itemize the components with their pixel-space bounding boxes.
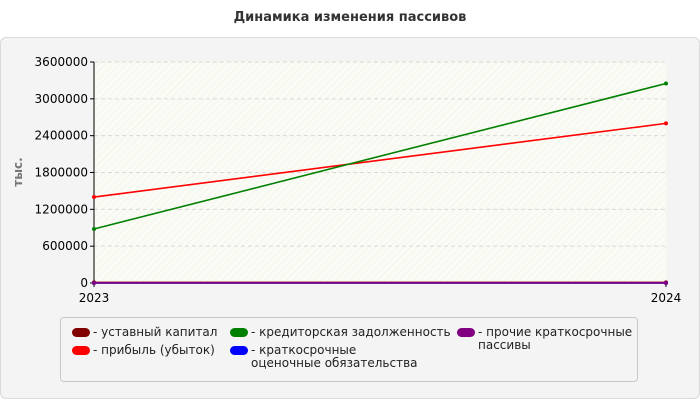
series-line-1 [93,122,667,198]
y-tick-label: 3600000 [35,55,88,69]
x-tick-label: 2023 [79,291,110,305]
series-point-4 [664,281,668,285]
chart-title: Динамика изменения пассивов [233,10,467,25]
legend-label-other-liabilities: - прочие краткосрочные пассивы [478,325,633,352]
legend-swatch-profit [72,346,90,355]
chart-legend: - уставный капитал - прибыль (убыток) - … [60,317,638,382]
series-point-1 [664,121,668,126]
series-point-2 [92,226,96,231]
legend-label-charter-capital: - уставный капитал [93,325,218,339]
legend-label-profit: - прибыль (убыток) [93,343,215,357]
series-point-1 [92,195,96,200]
series-point-4 [92,281,96,285]
legend-label-estimated-liabilities: - краткосрочные оценочные обязательства [251,343,418,370]
y-tick-label: 1200000 [35,202,88,216]
legend-swatch-estimated-liabilities [230,346,248,355]
y-tick-label: 2400000 [35,129,88,143]
legend-label-accounts-payable: - кредиторская задолженность [251,325,451,339]
x-tick-label: 2024 [651,291,682,305]
y-axis-label: тыс. [11,157,25,186]
series-line-2 [93,82,667,230]
legend-swatch-other-liabilities [457,328,475,337]
y-tick-label: 1800000 [35,166,88,180]
y-tick-label: 0 [80,276,88,290]
y-tick-label: 600000 [42,239,88,253]
y-tick-label: 3000000 [35,92,88,106]
legend-swatch-charter-capital [72,328,90,337]
series-point-2 [664,81,668,86]
legend-swatch-accounts-payable [230,328,248,337]
